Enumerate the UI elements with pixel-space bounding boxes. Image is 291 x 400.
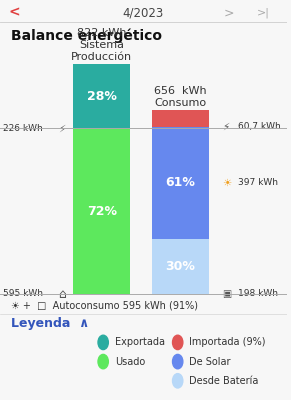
Circle shape [98,354,108,369]
Text: Leyenda  ∧: Leyenda ∧ [11,317,90,330]
Text: >: > [224,6,235,19]
Text: 226 kWh: 226 kWh [3,124,42,133]
Text: Sistema: Sistema [79,40,124,50]
Text: 4/2023: 4/2023 [123,6,164,19]
Text: Exportada: Exportada [115,337,165,347]
Text: 61%: 61% [166,176,196,190]
Bar [152,110,209,127]
Circle shape [173,354,183,369]
Bar [73,64,130,128]
Text: Producción: Producción [71,52,132,62]
Text: >|: >| [257,8,270,18]
Text: ☀ +  □  Autoconsumo 595 kWh (91%): ☀ + □ Autoconsumo 595 kWh (91%) [11,301,198,311]
Text: Usado: Usado [115,357,145,366]
Text: Desde Batería: Desde Batería [189,376,258,386]
Text: 28%: 28% [87,90,117,103]
Text: ⌂: ⌂ [58,288,65,300]
Text: 595 kWh: 595 kWh [3,290,43,298]
Text: 656  kWh: 656 kWh [154,86,207,96]
Text: ⚡: ⚡ [58,123,65,133]
Text: <: < [8,6,20,20]
Bar [152,127,209,239]
Text: ☀: ☀ [222,178,231,188]
Text: Importada (9%): Importada (9%) [189,337,266,347]
Text: ⚡: ⚡ [222,122,229,132]
Circle shape [98,335,108,350]
Text: 198 kWh: 198 kWh [238,290,278,298]
Text: 72%: 72% [87,205,117,218]
Bar [73,128,130,294]
Circle shape [173,335,183,350]
Text: Balance energético: Balance energético [11,29,162,43]
Circle shape [173,374,183,388]
Text: ▣: ▣ [222,289,231,299]
Text: 60,7 kWh: 60,7 kWh [238,122,281,132]
Text: 822 kWh: 822 kWh [77,28,127,38]
Text: 397 kWh: 397 kWh [238,178,278,188]
Bar [152,239,209,294]
Text: Consumo: Consumo [155,98,207,108]
Text: De Solar: De Solar [189,357,231,366]
Text: 30%: 30% [166,260,196,273]
